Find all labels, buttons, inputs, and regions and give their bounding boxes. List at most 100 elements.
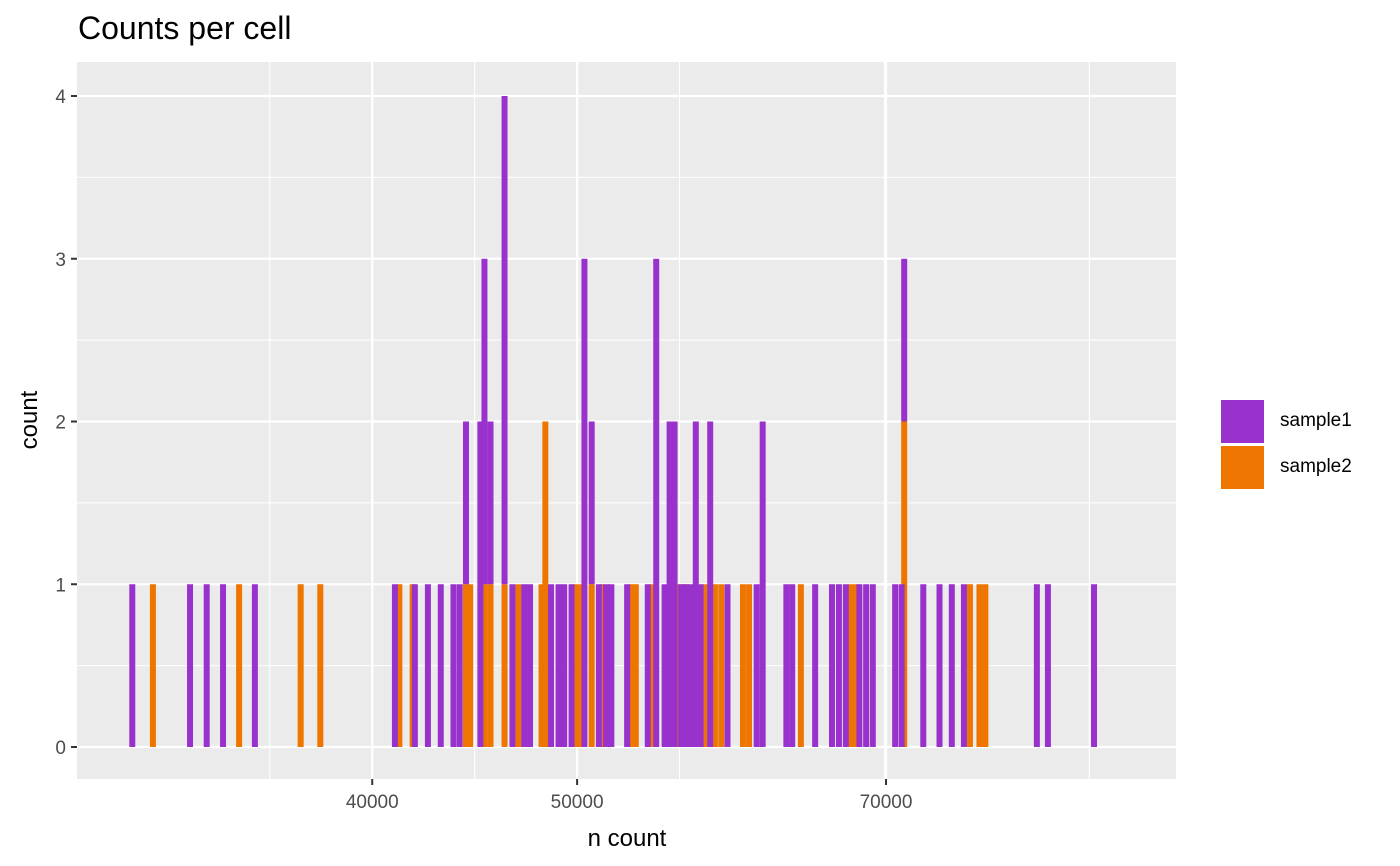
bar-sample1 [251, 584, 258, 747]
legend-key-sample1 [1221, 399, 1264, 443]
bar-sample1 [555, 584, 562, 747]
bar-sample2 [848, 584, 855, 747]
bar-sample2 [515, 584, 522, 747]
bar-sample1 [603, 584, 610, 747]
bar-sample1 [391, 584, 398, 747]
bar-sample2 [542, 421, 549, 747]
bar-sample1 [697, 584, 704, 747]
y-tick-label: 3 [55, 250, 66, 271]
bar-sample1 [936, 584, 943, 747]
bar-sample1 [869, 584, 876, 747]
bar-sample1 [898, 584, 905, 747]
bar-sample2 [746, 584, 753, 747]
bar-sample1 [835, 584, 842, 747]
bar-sample2 [501, 584, 508, 747]
bar-sample2 [599, 584, 606, 747]
bar-sample2 [577, 584, 584, 747]
bar-sample1 [653, 258, 660, 747]
bar-sample2 [462, 584, 469, 747]
x-tick-label: 70000 [860, 792, 913, 813]
bar-sample1 [1044, 584, 1051, 747]
bar-sample2 [632, 584, 639, 747]
bar-sample1 [187, 584, 194, 747]
bar-sample2 [396, 584, 403, 747]
bar-sample1 [624, 584, 631, 747]
y-tick-label: 2 [55, 413, 66, 434]
y-tick-label: 0 [55, 738, 66, 759]
bar-sample1 [678, 584, 685, 747]
bar-sample1 [1033, 584, 1040, 747]
bar-sample1 [424, 584, 431, 747]
bar-sample1 [863, 584, 870, 747]
legend-label-sample1: sample1 [1280, 410, 1352, 431]
bar-sample1 [581, 258, 588, 747]
bar-sample1 [687, 584, 694, 747]
bar-sample1 [707, 421, 714, 747]
bar-sample1 [608, 584, 615, 747]
y-tick-label: 4 [55, 87, 66, 108]
bar-sample1 [683, 584, 690, 747]
legend-key-sample2 [1221, 445, 1264, 489]
bar-sample2 [467, 584, 474, 747]
bar-sample1 [129, 584, 136, 747]
bar-sample2 [711, 584, 718, 747]
bar-sample2 [739, 584, 746, 747]
bar-sample1 [501, 96, 508, 585]
bar-sample2 [149, 584, 156, 747]
bar-sample2 [718, 584, 725, 747]
bar-sample1 [568, 584, 575, 747]
bar-sample2 [966, 584, 973, 747]
bar-sample1 [789, 584, 796, 747]
bars [129, 96, 1098, 747]
chart-title: Counts per cell [78, 10, 292, 46]
legend-label-sample2: sample2 [1280, 456, 1352, 477]
bar-sample1 [812, 584, 819, 747]
bar-sample1 [220, 584, 227, 747]
bar-sample2 [572, 584, 579, 747]
bar-sample1 [783, 584, 790, 747]
bar-sample2 [627, 584, 634, 747]
bar-sample2 [538, 584, 545, 747]
bar-sample1 [856, 584, 863, 747]
legend-item-sample2: sample2 [1221, 444, 1352, 490]
legend: sample1 sample2 [1221, 398, 1352, 490]
bar-sample1 [487, 421, 494, 585]
bar-sample2 [797, 584, 804, 747]
bar-sample1 [666, 421, 673, 747]
x-axis-label: n count [588, 825, 667, 852]
bar-sample2 [976, 584, 983, 747]
bar-sample1 [828, 584, 835, 747]
bar-sample2 [487, 584, 494, 747]
bar-sample1 [450, 584, 457, 747]
bar-sample1 [521, 584, 528, 747]
y-axis-label: count [16, 390, 43, 449]
bar-sample1 [892, 584, 899, 747]
bar-sample1 [692, 421, 699, 747]
bar-sample1 [753, 584, 760, 747]
bar-sample1 [588, 421, 595, 585]
bar-sample1 [462, 421, 469, 585]
x-tick-label: 40000 [346, 792, 399, 813]
legend-item-sample1: sample1 [1221, 398, 1352, 444]
bar-sample2 [648, 584, 655, 747]
bar-sample1 [561, 584, 568, 747]
bar-sample1 [595, 584, 602, 747]
bar-sample1 [203, 584, 210, 747]
bar-sample2 [317, 584, 324, 747]
bar-sample1 [901, 258, 908, 422]
bar-sample1 [671, 421, 678, 747]
bar-sample1 [456, 584, 463, 747]
bar-sample2 [236, 584, 243, 747]
bar-sample1 [477, 421, 484, 747]
y-tick-label: 1 [55, 575, 66, 596]
bar-sample1 [960, 584, 967, 747]
bar-sample1 [920, 584, 927, 747]
bar-sample1 [509, 584, 516, 747]
x-tick-label: 50000 [551, 792, 604, 813]
bar-sample2 [481, 584, 488, 747]
bar-sample1 [481, 258, 488, 585]
bar-sample1 [411, 584, 418, 747]
bar-sample2 [982, 584, 989, 747]
